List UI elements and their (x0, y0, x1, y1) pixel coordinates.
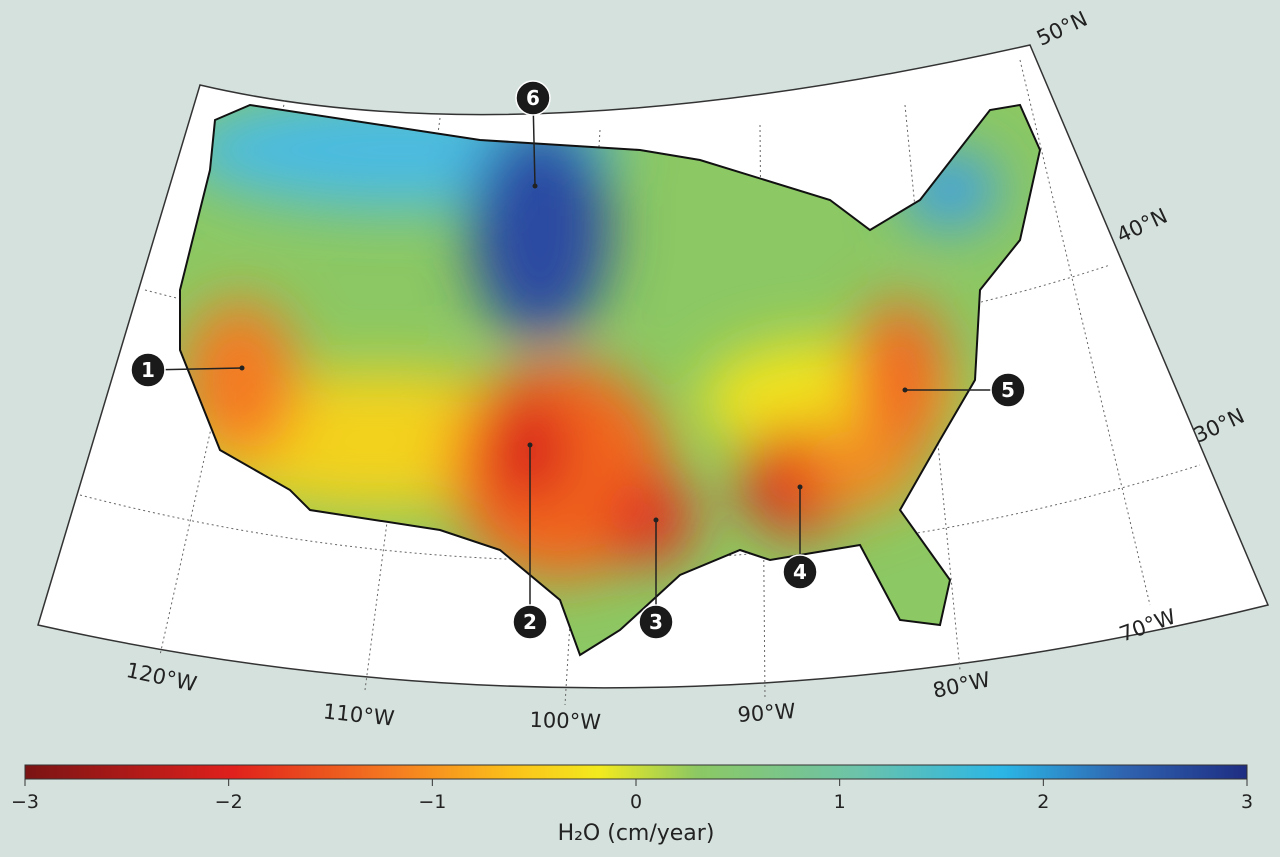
latitude-label: 50°N (1033, 7, 1091, 51)
colorbar (24, 764, 1248, 780)
colorbar-ticks: −3 −2 −1 0 1 2 3 (11, 779, 1253, 813)
colorbar-tick-label: 2 (1037, 791, 1049, 813)
markers: 1 2 3 4 5 6 (130, 80, 1026, 640)
longitude-label: 90°W (737, 699, 797, 727)
longitude-label: 110°W (322, 699, 396, 730)
colorbar-tick-label: −1 (418, 791, 446, 813)
longitude-label: 80°W (931, 667, 993, 703)
colorbar-tick-label: 0 (630, 791, 642, 813)
latitude-label: 30°N (1190, 404, 1248, 448)
colorbar-tick-label: 1 (834, 791, 846, 813)
marker-target (239, 365, 245, 371)
marker-number: 5 (1001, 378, 1015, 402)
colorbar-label: H₂O (cm/year) (558, 821, 715, 846)
marker-target (527, 442, 533, 448)
us-outline (179, 103, 1042, 657)
marker-target (532, 183, 538, 189)
longitude-label: 120°W (124, 658, 199, 696)
marker-badge (130, 352, 166, 388)
marker-badge (990, 372, 1026, 408)
colorbar-tick-label: −3 (11, 791, 39, 813)
marker-number: 4 (793, 560, 807, 584)
marker-number: 6 (526, 86, 540, 110)
marker-target (797, 484, 803, 490)
latitude-label: 40°N (1113, 204, 1171, 248)
marker-target (653, 517, 659, 523)
marker-number: 3 (649, 610, 663, 634)
marker-badge (515, 80, 551, 116)
colorbar-tick-label: 3 (1241, 791, 1253, 813)
marker-number: 2 (523, 610, 537, 634)
longitude-label: 100°W (529, 708, 601, 734)
colorbar-tick-label: −2 (215, 791, 243, 813)
marker-number: 1 (141, 358, 155, 382)
marker-target (902, 387, 908, 393)
marker-badge (638, 604, 674, 640)
marker-badge (512, 604, 548, 640)
marker-badge (782, 554, 818, 590)
